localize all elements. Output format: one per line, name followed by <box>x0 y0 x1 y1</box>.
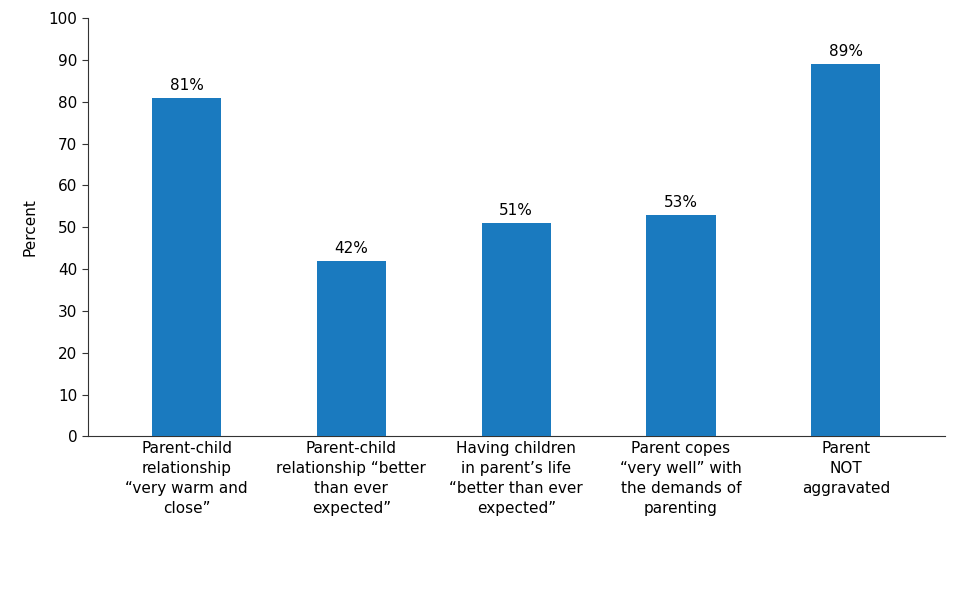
Bar <box>152 98 221 436</box>
Bar <box>481 223 551 436</box>
Text: 81%: 81% <box>169 78 204 93</box>
Bar <box>317 261 386 436</box>
Y-axis label: Percent: Percent <box>22 198 37 256</box>
Text: 53%: 53% <box>664 195 698 210</box>
Text: 51%: 51% <box>500 203 533 218</box>
Bar <box>811 64 880 436</box>
Text: 42%: 42% <box>334 241 368 256</box>
Text: 89%: 89% <box>829 44 863 59</box>
Bar <box>647 215 716 436</box>
